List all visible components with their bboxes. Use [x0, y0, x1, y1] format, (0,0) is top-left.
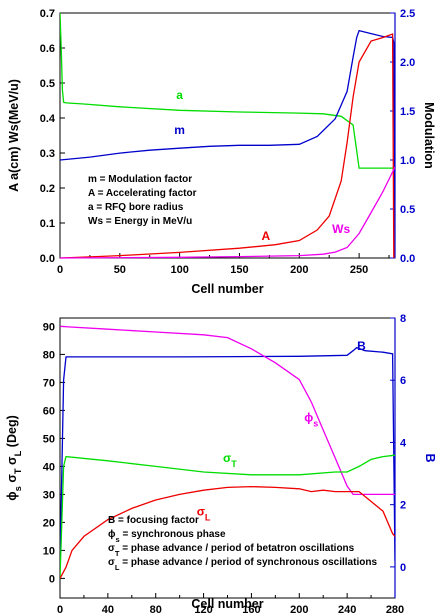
- y-tick-label: 10: [43, 545, 55, 557]
- y2-tick-label: 0.5: [400, 204, 415, 216]
- x-tick-label: 100: [170, 264, 188, 276]
- y-tick-label: 0.6: [40, 43, 55, 55]
- y2-tick-label: 0.0: [400, 253, 415, 265]
- y-tick-label: 90: [43, 321, 55, 333]
- y2-axis-title: B: [423, 453, 435, 462]
- x-tick-label: 250: [350, 264, 368, 276]
- series-label: Ws: [332, 222, 350, 236]
- series-line-m: [60, 29, 395, 259]
- y-tick-label: 60: [43, 405, 55, 417]
- y2-axis-title: Modulation: [422, 102, 435, 169]
- legend-entry: ϕs = synchronous phase: [108, 529, 226, 544]
- y2-tick-label: 8: [400, 313, 406, 325]
- legend-entry: σT = phase advance / period of betatron …: [108, 543, 355, 558]
- series-line-A: [60, 33, 395, 259]
- chart-panel-bottom: 0 40 80 120 160 200 240 280 0 10 20 30 40 50 60 70 80 90 0…: [5, 313, 435, 616]
- y-tick-label: 70: [43, 377, 55, 389]
- series-label: A: [261, 229, 270, 243]
- series-line-Ws: [60, 166, 395, 259]
- series-label: a: [176, 88, 183, 102]
- y-tick-label: 80: [43, 349, 55, 361]
- series-line-s: [60, 325, 395, 496]
- x-tick-label: 50: [114, 264, 126, 276]
- x-tick-label: 280: [386, 604, 404, 616]
- x-tick-label: 80: [150, 604, 162, 616]
- legend-entry: A = Accelerating factor: [88, 188, 197, 199]
- y-tick-label: 40: [43, 461, 55, 473]
- series-label: ϕs: [304, 411, 318, 429]
- legend-entry: Ws = Energy in MeV/u: [88, 216, 192, 227]
- y-axis-title: ϕs σT σL (Deg): [5, 415, 23, 501]
- y2-tick-label: 2.5: [400, 8, 415, 20]
- legend-entry: a = RFQ bore radius: [88, 202, 184, 213]
- y-tick-label: 0.2: [40, 183, 55, 195]
- y2-tick-label: 2.0: [400, 57, 415, 69]
- series-line-T: [60, 454, 395, 579]
- chart-panel-top: 0 50 100 150 200 250 0.0 0.1 0.2 0.3 0.4 0.5 0.6 0.7 0…: [7, 8, 435, 296]
- y-tick-label: 0.5: [40, 78, 55, 90]
- y-tick-label: 20: [43, 517, 55, 529]
- y-tick-label: 0.0: [40, 253, 55, 265]
- legend-entry: m = Modulation factor: [88, 174, 192, 185]
- x-tick-label: 0: [57, 604, 63, 616]
- y-tick-label: 30: [43, 489, 55, 501]
- series-label: m: [174, 123, 185, 137]
- x-tick-label: 40: [102, 604, 114, 616]
- x-tick-label: 200: [290, 604, 308, 616]
- x-tick-label: 200: [290, 264, 308, 276]
- x-tick-label: 160: [242, 604, 260, 616]
- series-line-B: [60, 346, 395, 567]
- y2-tick-label: 2: [400, 500, 406, 512]
- series-label: σT: [223, 451, 237, 469]
- y-tick-label: 0.4: [40, 113, 56, 125]
- x-axis-title: Cell number: [191, 597, 263, 611]
- x-axis-title: Cell number: [191, 282, 263, 296]
- series-line-L: [60, 485, 395, 579]
- y2-tick-label: 1.5: [400, 106, 415, 118]
- y2-tick-label: 6: [400, 375, 406, 387]
- x-tick-label: 120: [194, 604, 212, 616]
- y2-tick-label: 1.0: [400, 155, 415, 167]
- x-tick-label: 240: [338, 604, 356, 616]
- x-tick-label: 0: [57, 264, 63, 276]
- series-line-a: [60, 12, 395, 169]
- y-tick-label: 0.1: [40, 218, 55, 230]
- y2-tick-label: 4: [400, 437, 407, 449]
- series-label: B: [357, 339, 366, 353]
- y-tick-label: 0: [49, 573, 55, 585]
- y-axis-title: A a(cm) Ws(MeV/u): [7, 79, 21, 192]
- series-label: σL: [197, 504, 211, 522]
- y-tick-label: 0.3: [40, 148, 55, 160]
- y-tick-label: 50: [43, 433, 55, 445]
- x-tick-label: 150: [230, 264, 248, 276]
- legend-entry: B = focusing factor: [108, 515, 199, 526]
- y2-tick-label: 0: [400, 562, 406, 574]
- y-tick-label: 0.7: [40, 8, 55, 20]
- legend-entry: σL = phase advance / period of synchrono…: [108, 557, 377, 572]
